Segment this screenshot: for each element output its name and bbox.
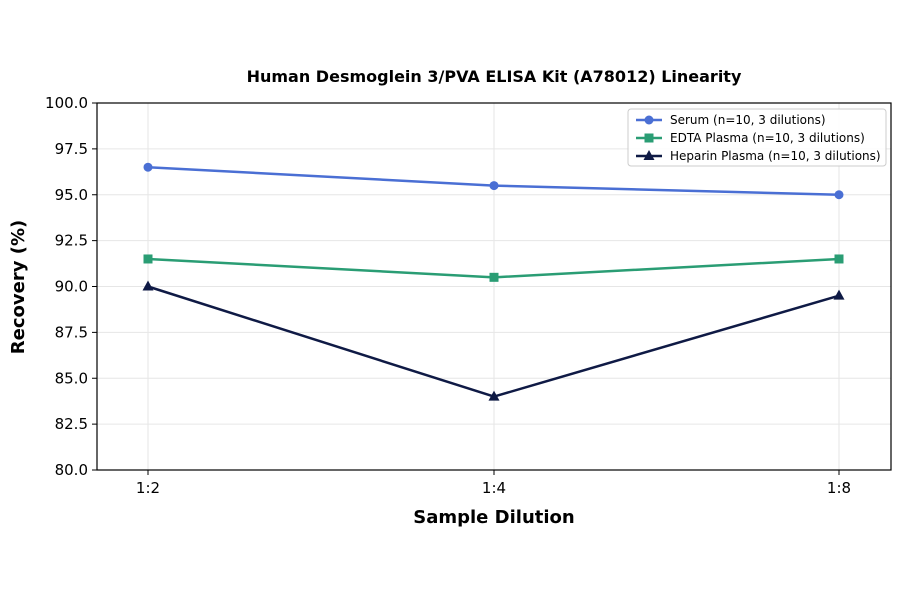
legend-entry: EDTA Plasma (n=10, 3 dilutions): [636, 131, 865, 145]
x-tick-label: 1:8: [827, 479, 851, 497]
x-tick-label: 1:2: [136, 479, 160, 497]
y-tick-label: 82.5: [55, 415, 88, 433]
data-point: [488, 390, 500, 401]
y-axis-label: Recovery (%): [8, 220, 29, 354]
data-point: [143, 162, 153, 172]
data-point: [489, 272, 499, 282]
legend-marker: [644, 133, 654, 143]
y-tick-label: 80.0: [55, 461, 88, 479]
legend-entry: Serum (n=10, 3 dilutions): [636, 113, 826, 127]
tick-layer: 80.0 82.5 85.0 87.5 90.0 92.5 95.0 97.5 100.0 1:2…: [45, 94, 851, 497]
data-point: [834, 254, 844, 264]
legend-box: [627, 108, 887, 167]
legend-marker: [643, 150, 655, 160]
series-layer: [142, 162, 845, 401]
data-point: [834, 190, 844, 200]
y-tick-label: 92.5: [55, 232, 88, 250]
data-point: [833, 289, 845, 300]
x-tick-label: 1:4: [482, 479, 506, 497]
data-point: [142, 280, 154, 291]
series-2: [142, 280, 845, 401]
legend-marker: [644, 115, 654, 125]
legend-entry: Heparin Plasma (n=10, 3 dilutions): [636, 149, 881, 163]
legend-label: EDTA Plasma (n=10, 3 dilutions): [670, 131, 865, 145]
data-point: [143, 254, 153, 264]
data-point: [489, 181, 499, 191]
legend-label: Serum (n=10, 3 dilutions): [670, 113, 826, 127]
y-tick-label: 90.0: [55, 278, 88, 296]
y-tick-label: 85.0: [55, 369, 88, 387]
series-0: [143, 162, 844, 200]
x-axis-label: Sample Dilution: [413, 507, 574, 528]
y-tick-label: 100.0: [45, 94, 88, 112]
chart-title: Human Desmoglein 3/PVA ELISA Kit (A78012…: [247, 67, 742, 86]
legend: Serum (n=10, 3 dilutions) EDTA Plasma (n=…: [627, 108, 887, 167]
legend-label: Heparin Plasma (n=10, 3 dilutions): [670, 149, 881, 163]
series-1: [143, 254, 844, 282]
y-tick-label: 95.0: [55, 186, 88, 204]
y-tick-label: 97.5: [55, 140, 88, 158]
y-tick-label: 87.5: [55, 323, 88, 341]
